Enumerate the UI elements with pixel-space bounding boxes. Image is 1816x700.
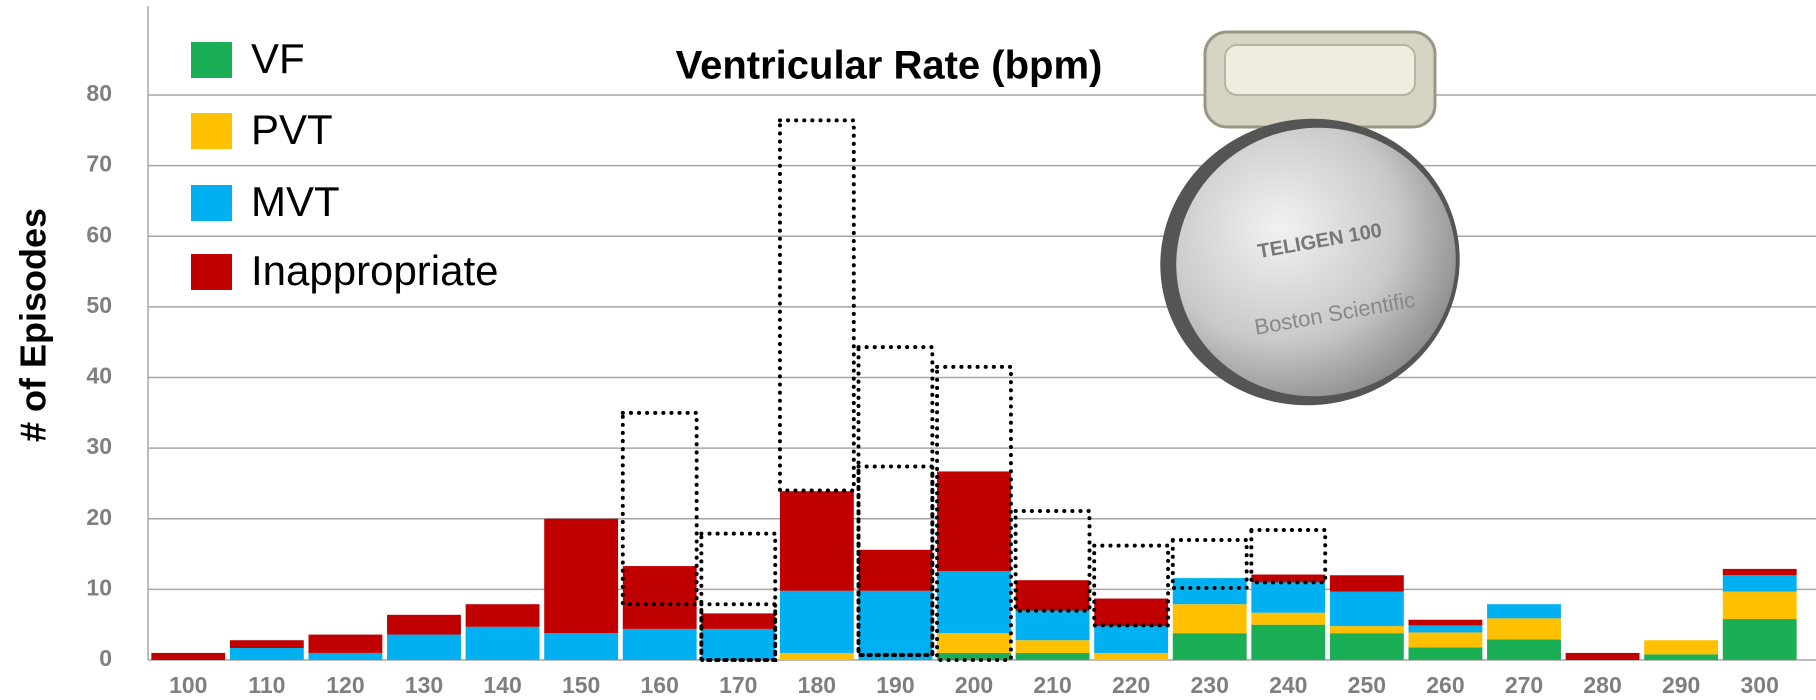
chart-title: Ventricular Rate (bpm) (676, 44, 1103, 88)
bar-segment (1016, 640, 1090, 653)
bar-segment (701, 613, 775, 629)
y-tick-label: 60 (86, 221, 112, 247)
bar-segment (1094, 653, 1168, 660)
y-axis-label: # of Episodes (13, 208, 54, 442)
bar-segment (1173, 604, 1247, 633)
dotted-outline (1251, 530, 1325, 582)
x-tick-label: 170 (719, 672, 757, 698)
x-tick-label: 280 (1583, 672, 1621, 698)
bar-segment (1330, 575, 1404, 591)
bar-segment (859, 550, 933, 591)
legend-swatch (191, 113, 232, 149)
bar-segment (1094, 626, 1168, 653)
bar-segment (1016, 580, 1090, 610)
x-tick-label: 100 (169, 672, 207, 698)
x-tick-label: 160 (641, 672, 679, 698)
x-tick-label: 260 (1426, 672, 1464, 698)
bar-segment (1723, 569, 1797, 575)
x-tick-label: 110 (248, 672, 285, 698)
bar-segment (387, 615, 461, 635)
bar-segment (937, 633, 1011, 653)
bar-segment (1251, 613, 1325, 625)
bar-segment (1566, 653, 1640, 660)
bar-segment (1094, 599, 1168, 627)
bar-segment (1251, 625, 1325, 660)
bar-segment (309, 635, 383, 653)
bar-segment (309, 653, 383, 660)
bar-segment (1330, 626, 1404, 633)
bar-segment (1723, 575, 1797, 591)
y-tick-label: 20 (86, 504, 112, 530)
bar-segment (544, 633, 618, 660)
bar-segment (1330, 633, 1404, 660)
bar-segment (937, 471, 1011, 571)
bar-segment (1723, 591, 1797, 619)
bar-segment (780, 591, 854, 653)
chart: TELIGEN 100 Boston Scientific Ventricula… (0, 0, 1816, 700)
bar-segment (466, 604, 540, 627)
bar-segment (1644, 640, 1718, 654)
bar-segment (1173, 633, 1247, 660)
legend-label: PVT (251, 106, 333, 153)
legend-swatch (191, 185, 232, 221)
x-tick-label: 190 (876, 672, 914, 698)
bar-segment (1409, 647, 1483, 660)
y-tick-label: 40 (86, 363, 112, 389)
bar-segment (701, 629, 775, 660)
y-tick-label: 70 (86, 151, 112, 177)
bar-segment (780, 653, 854, 660)
bar-segment (387, 635, 461, 660)
bar-segment (1487, 618, 1561, 639)
x-tick-label: 200 (955, 672, 993, 698)
bar-segment (859, 591, 933, 660)
bar-segment (1251, 582, 1325, 612)
x-tick-label: 270 (1505, 672, 1543, 698)
bar-segment (151, 653, 225, 660)
bar-segment (230, 648, 304, 660)
bar-segment (623, 629, 697, 660)
x-tick-label: 300 (1741, 672, 1779, 698)
x-tick-label: 290 (1662, 672, 1700, 698)
bar-segment (1487, 640, 1561, 660)
legend-swatch (191, 254, 232, 290)
y-tick-label: 50 (86, 292, 112, 318)
x-tick-label: 120 (326, 672, 364, 698)
bar-segment (1409, 625, 1483, 632)
y-tick-label: 10 (86, 574, 112, 600)
legend-label: MVT (251, 178, 340, 225)
x-tick-label: 240 (1269, 672, 1307, 698)
x-tick-label: 180 (798, 672, 836, 698)
x-tick-label: 230 (1191, 672, 1229, 698)
device-illustration: TELIGEN 100 Boston Scientific (1134, 32, 1487, 433)
bar-segment (1173, 578, 1247, 604)
legend-label: Inappropriate (251, 247, 499, 294)
bar-segment (466, 627, 540, 660)
bar-segment (544, 519, 618, 633)
x-tick-label: 250 (1348, 672, 1386, 698)
x-tick-label: 210 (1033, 672, 1071, 698)
bar-segment (230, 640, 304, 648)
x-tick-label: 140 (483, 672, 521, 698)
legend-swatch (191, 42, 232, 78)
x-tick-label: 130 (405, 672, 443, 698)
bar-segment (623, 566, 697, 629)
bar-segment (937, 571, 1011, 633)
bar-segment (1409, 620, 1483, 626)
bar-segment (1330, 591, 1404, 626)
legend-label: VF (251, 35, 305, 82)
x-tick-label: 150 (562, 672, 600, 698)
bar-segment (780, 491, 854, 591)
y-tick-label: 30 (86, 433, 112, 459)
bar-segment (1487, 604, 1561, 618)
bar-segment (1409, 632, 1483, 647)
dotted-outline (780, 120, 854, 490)
bar-segment (1016, 611, 1090, 641)
bar-segment (1723, 619, 1797, 660)
bar-segment (1016, 653, 1090, 660)
bar-segment (1644, 654, 1718, 660)
y-tick-label: 80 (86, 80, 112, 106)
y-tick-label: 0 (99, 645, 112, 671)
x-tick-label: 220 (1112, 672, 1150, 698)
